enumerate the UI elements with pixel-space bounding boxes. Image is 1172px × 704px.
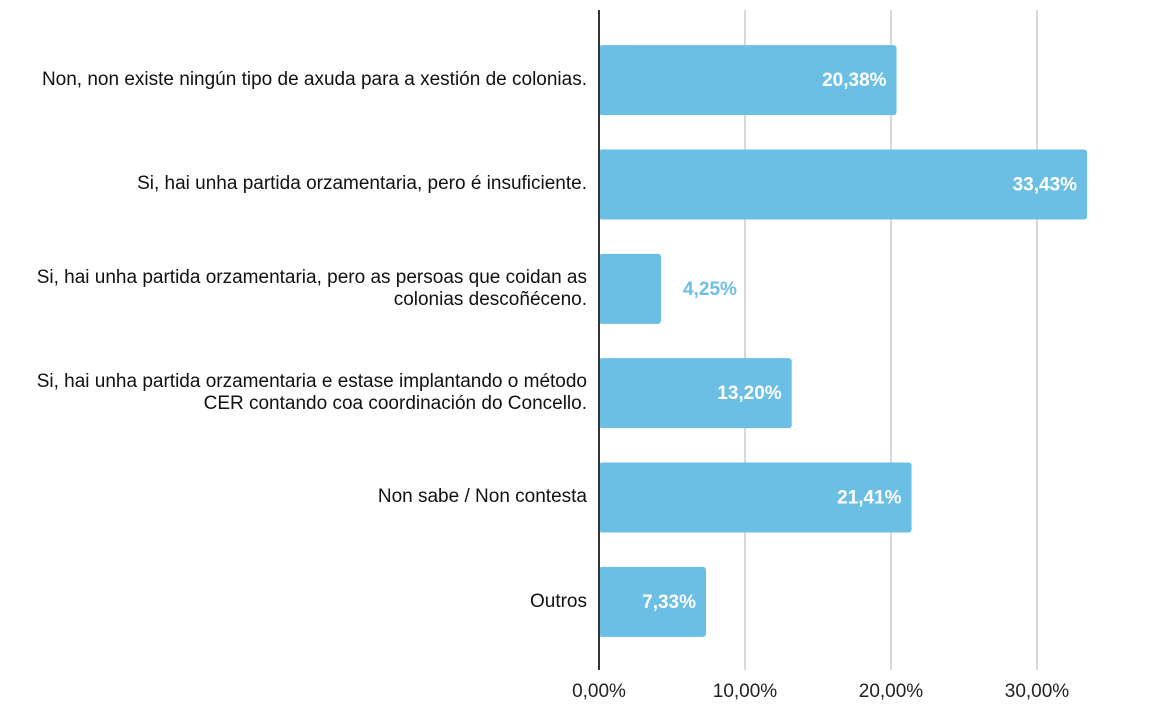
value-label: 4,25% xyxy=(683,279,737,300)
value-label: 20,38% xyxy=(822,70,887,91)
bar xyxy=(599,149,1088,220)
bar xyxy=(599,45,897,116)
category-text: Si, hai unha partida orzamentaria, pero … xyxy=(137,173,587,195)
category-label: Non, non existe ningún tipo de axuda par… xyxy=(0,28,587,132)
category-label: Si, hai unha partida orzamentaria e esta… xyxy=(0,341,587,445)
x-tick-label: 20,00% xyxy=(859,681,924,702)
category-text: Si, hai unha partida orzamentaria, pero … xyxy=(36,266,593,310)
x-tick-label: 30,00% xyxy=(1005,681,1070,702)
bar xyxy=(599,358,792,429)
value-label: 13,20% xyxy=(717,383,782,404)
bar xyxy=(599,462,912,533)
category-label: Si, hai unha partida orzamentaria, pero … xyxy=(0,237,587,341)
category-text: Outros xyxy=(529,590,587,612)
category-text: Non, non existe ningún tipo de axuda par… xyxy=(41,69,587,91)
bar xyxy=(599,253,662,324)
value-label: 7,33% xyxy=(642,592,696,613)
category-label: Si, hai unha partida orzamentaria, pero … xyxy=(0,132,587,236)
category-label: Non sabe / Non contesta xyxy=(0,445,587,549)
value-label: 21,41% xyxy=(837,488,902,509)
x-tick-label: 0,00% xyxy=(572,681,626,702)
category-text: Non sabe / Non contesta xyxy=(377,486,587,508)
value-label: 33,43% xyxy=(1013,175,1078,196)
bar xyxy=(599,566,707,637)
category-text: Si, hai unha partida orzamentaria e esta… xyxy=(36,371,598,415)
x-tick-label: 10,00% xyxy=(713,681,778,702)
category-label: Outros xyxy=(0,550,587,654)
